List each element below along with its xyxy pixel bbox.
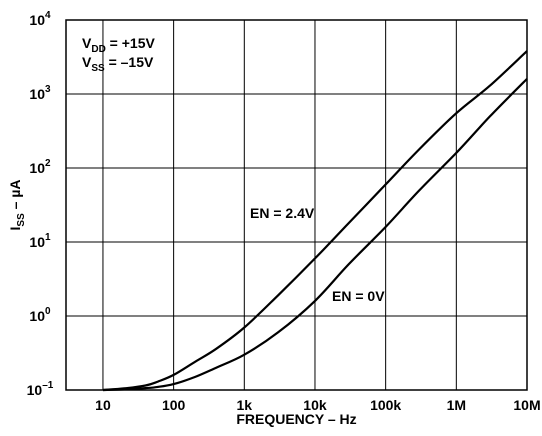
vdd-main: V <box>82 35 92 51</box>
vdd-condition: VDD = +15V <box>82 35 156 55</box>
series-curves <box>102 50 528 392</box>
y-axis-label: ISS – µA <box>7 180 27 231</box>
curve-en-2v4 <box>102 50 528 392</box>
x-tick-label: 100 <box>162 397 186 413</box>
x-axis-label: FREQUENCY – Hz <box>236 411 356 427</box>
x-tick-label: 10M <box>513 397 540 413</box>
x-tick-label: 10k <box>303 397 327 413</box>
x-tick-label: 1k <box>237 397 253 413</box>
y-tick-exponent: 0 <box>45 306 51 317</box>
series-label-en-0v: EN = 0V <box>332 288 385 304</box>
y-tick-label: 104 <box>29 10 51 28</box>
y-tick-exponent: 1 <box>45 232 51 243</box>
vss-sub: SS <box>91 63 105 74</box>
y-tick-label: 10–1 <box>27 380 54 398</box>
vss-condition: VSS = –15V <box>82 54 154 74</box>
y-axis-label-sub: SS <box>16 213 27 227</box>
x-tick-labels: 10 100 1k 10k 100k 1M 10M <box>95 397 540 413</box>
x-tick-label: 10 <box>95 397 111 413</box>
vdd-rest: = +15V <box>106 35 156 51</box>
y-tick-label: 103 <box>29 84 51 102</box>
vss-rest: = –15V <box>105 54 154 70</box>
series-label-en-2v4: EN = 2.4V <box>250 205 315 221</box>
x-tick-label: 100k <box>370 397 401 413</box>
y-tick-base: 10 <box>29 86 45 102</box>
plot-frame <box>65 19 528 391</box>
supply-conditions: VDD = +15V VSS = –15V <box>82 35 156 74</box>
curve-en-0v <box>102 78 528 392</box>
y-tick-base: 10 <box>29 160 45 176</box>
y-tick-label: 100 <box>29 306 51 324</box>
y-tick-base: 10 <box>29 234 45 250</box>
y-tick-base: 10 <box>29 12 45 28</box>
y-tick-exponent: 4 <box>45 10 51 21</box>
y-tick-label: 101 <box>29 232 51 250</box>
vertical-grid <box>102 20 528 390</box>
y-tick-base: 10 <box>27 382 43 398</box>
y-tick-exponent: 2 <box>45 158 51 169</box>
y-tick-exponent: –1 <box>42 380 54 391</box>
y-axis-label-main: I <box>7 227 23 231</box>
vss-main: V <box>82 54 92 70</box>
y-tick-exponent: 3 <box>45 84 51 95</box>
y-axis-label-rest: – µA <box>7 180 23 214</box>
y-tick-label: 102 <box>29 158 51 176</box>
vdd-sub: DD <box>91 44 105 55</box>
x-tick-label: 1M <box>447 397 466 413</box>
y-tick-base: 10 <box>29 308 45 324</box>
